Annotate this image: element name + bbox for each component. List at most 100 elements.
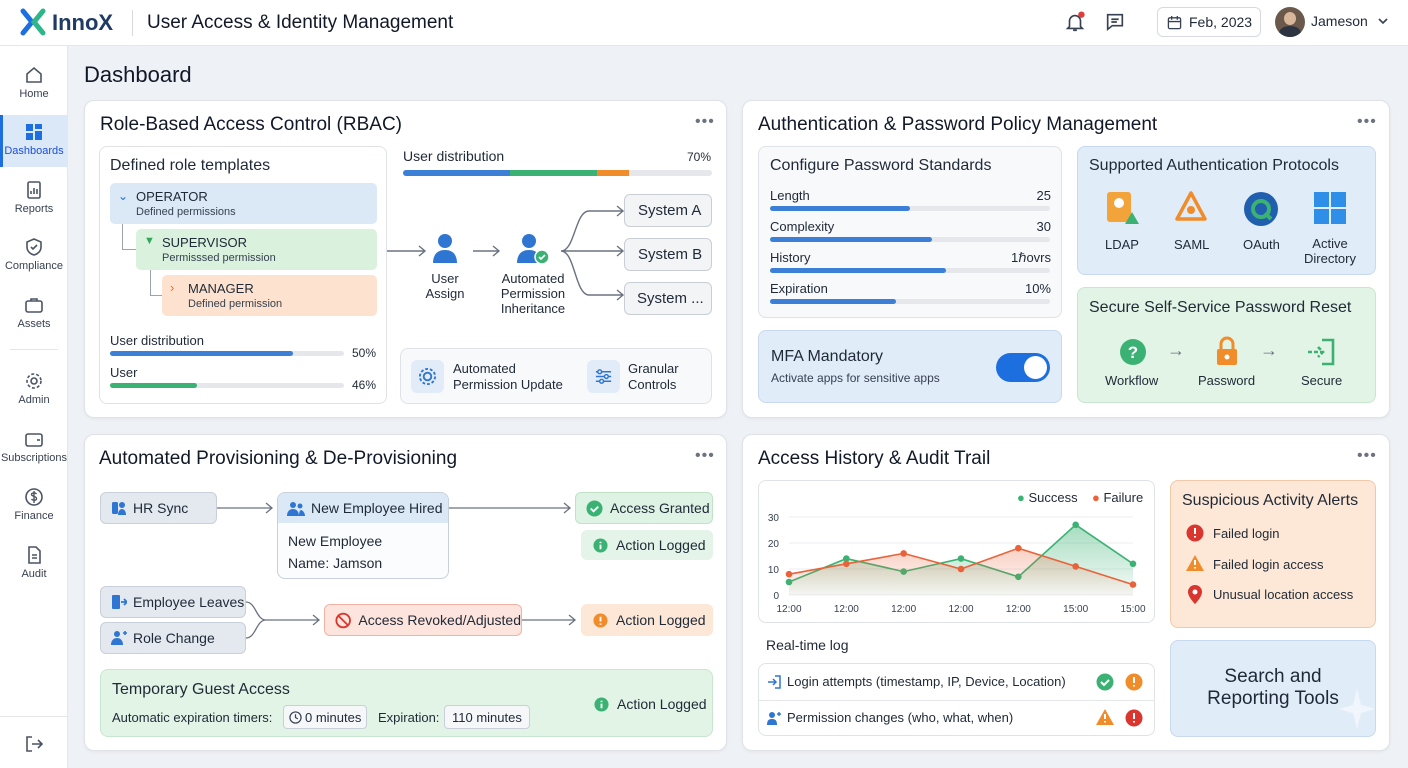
user-name[interactable]: Jameson — [1311, 13, 1368, 29]
pw-expiration-value: 10% — [1024, 281, 1051, 296]
role-templates-title: Defined role templates — [110, 157, 271, 174]
permission-controls-panel: Automated Permission Update Granular Con… — [400, 348, 712, 404]
active-directory-icon[interactable] — [1312, 190, 1348, 226]
access-revoked-node[interactable]: Access Revoked/Adjusted — [324, 604, 522, 636]
new-hire-node[interactable]: New Employee Hired New Employee Name: Ja… — [277, 492, 449, 579]
arrow-right-icon: → — [1167, 340, 1185, 360]
log-login-attempts[interactable]: Login attempts (timestamp, IP, Device, L… — [787, 674, 1066, 689]
info-icon — [594, 697, 609, 712]
role-operator[interactable]: ⌄ OPERATOR Defined permissions — [110, 183, 377, 224]
login-icon — [768, 675, 781, 689]
nav-finance[interactable]: Finance — [0, 480, 68, 532]
audit-card: Access History & Audit Trail ••• ● Succe… — [742, 434, 1390, 751]
more-icon[interactable]: ••• — [1357, 113, 1377, 130]
nav-label: Compliance — [4, 260, 64, 272]
date-label: Feb, 2023 — [1189, 14, 1253, 30]
warning-circle-icon — [593, 612, 608, 628]
audit-chart-panel: ● Success ● Failure 0 10 20 30 12:00 12:00 12:… — [758, 480, 1155, 623]
system-a[interactable]: System A — [624, 194, 712, 227]
nav-label: Dashboards — [4, 145, 64, 157]
nav-subscriptions[interactable]: Subscriptions — [0, 422, 68, 474]
protocols-title: Supported Authentication Protocols — [1089, 157, 1339, 174]
nav-audit[interactable]: Audit — [0, 538, 68, 590]
page-title: Dashboard — [84, 62, 192, 87]
action-logged-revoked[interactable]: Action Logged — [581, 604, 713, 636]
nav-dashboards[interactable]: Dashboards — [0, 115, 68, 167]
saml-icon[interactable] — [1173, 190, 1209, 226]
alert-unusual-location[interactable]: Unusual location access — [1213, 587, 1354, 602]
role-desc: Defined permission — [188, 298, 283, 310]
reset-step-workflow: Workflow — [1105, 373, 1159, 388]
y-tick-label: 20 — [768, 539, 780, 550]
alert-failed-login[interactable]: Failed login — [1213, 526, 1280, 541]
alert-failed-access[interactable]: Failed login access — [1213, 557, 1324, 572]
protocol-ad: Active Directory — [1303, 236, 1356, 266]
nav-assets[interactable]: Assets — [0, 288, 68, 340]
nav-compliance[interactable]: Compliance — [0, 230, 68, 282]
system-more[interactable]: System ... — [624, 282, 712, 315]
data-point-failure — [1129, 581, 1137, 588]
warning-circle-icon — [1125, 673, 1143, 691]
employee-leaves-node[interactable]: Employee Leaves — [100, 586, 246, 618]
brand-name[interactable]: InnoX — [52, 10, 114, 35]
role-change-node[interactable]: Role Change — [100, 622, 246, 654]
logout-icon[interactable] — [24, 734, 44, 754]
action-logged-granted[interactable]: Action Logged — [581, 530, 713, 560]
data-point-failure — [1015, 544, 1022, 552]
nav-home[interactable]: Home — [0, 58, 68, 110]
sidebar: Home Dashboards Reports Compliance Asset… — [0, 46, 68, 768]
sign-in-icon — [1308, 338, 1335, 366]
data-point-failure — [957, 565, 965, 573]
action-logged-guest[interactable]: Action Logged — [594, 696, 714, 716]
arrow-right-icon: → — [1260, 340, 1278, 360]
pw-complexity-label: Complexity — [770, 219, 835, 234]
legend-failure-label: Failure — [1103, 490, 1144, 505]
password-standards-title: Configure Password Standards — [770, 157, 992, 174]
distribution-label: User distribution — [110, 333, 204, 348]
protocol-ldap: LDAP — [1105, 237, 1139, 252]
role-desc: Permisssed permission — [162, 252, 276, 264]
nav-reports[interactable]: Reports — [0, 173, 68, 225]
more-icon[interactable]: ••• — [1357, 447, 1377, 464]
nav-label: Finance — [14, 510, 54, 522]
y-tick-label: 0 — [773, 591, 779, 602]
hr-sync-node[interactable]: HR Sync — [100, 492, 217, 524]
expiration-field[interactable]: 110 minutes — [444, 705, 530, 729]
role-supervisor[interactable]: ▼ SUPERVISOR Permisssed permission — [136, 229, 377, 270]
sliders-icon — [587, 360, 620, 393]
search-reporting-button[interactable]: Search and Reporting Tools — [1170, 640, 1376, 737]
ldap-icon[interactable] — [1103, 190, 1139, 226]
system-b[interactable]: System B — [624, 238, 712, 271]
search-reporting-label: Search and Reporting Tools — [1207, 666, 1339, 709]
clock-icon — [289, 711, 302, 724]
error-circle-icon — [1186, 524, 1204, 542]
expiration-value: 110 minutes — [452, 710, 522, 725]
mfa-toggle[interactable] — [996, 353, 1050, 382]
more-icon[interactable]: ••• — [695, 447, 715, 464]
timer-field[interactable]: 0 minutes — [283, 705, 367, 729]
top-distribution-value: 70% — [687, 150, 712, 164]
mfa-panel: MFA Mandatory Activate apps for sensitiv… — [758, 330, 1062, 403]
nav-admin[interactable]: Admin — [0, 364, 68, 416]
chevron-down-icon[interactable] — [1377, 16, 1389, 26]
alerts-title: Suspicious Activity Alerts — [1182, 492, 1359, 509]
access-granted-label: Access Granted — [610, 500, 710, 516]
data-point-failure — [843, 560, 850, 568]
data-point-success — [957, 555, 965, 562]
role-manager[interactable]: › MANAGER Defined permission — [162, 275, 377, 316]
access-granted-node[interactable]: Access Granted — [575, 492, 713, 524]
avatar[interactable] — [1275, 7, 1305, 37]
action-logged-label: Action Logged — [616, 612, 706, 628]
date-picker[interactable]: Feb, 2023 — [1157, 7, 1261, 37]
chat-icon[interactable] — [1104, 11, 1126, 33]
oauth-icon[interactable] — [1242, 190, 1280, 228]
legend-failure: ● Failure — [1092, 490, 1144, 505]
bell-icon[interactable] — [1064, 11, 1086, 33]
pw-history-value: 1ℏovrs — [1010, 250, 1051, 265]
reset-step-secure: Secure — [1301, 373, 1343, 388]
document-icon — [28, 546, 41, 564]
more-icon[interactable]: ••• — [695, 113, 715, 130]
log-permission-changes[interactable]: Permission changes (who, what, when) — [787, 710, 1014, 725]
pw-complexity-value: 30 — [1036, 219, 1051, 234]
user-assign-label: User Assign — [425, 271, 465, 301]
